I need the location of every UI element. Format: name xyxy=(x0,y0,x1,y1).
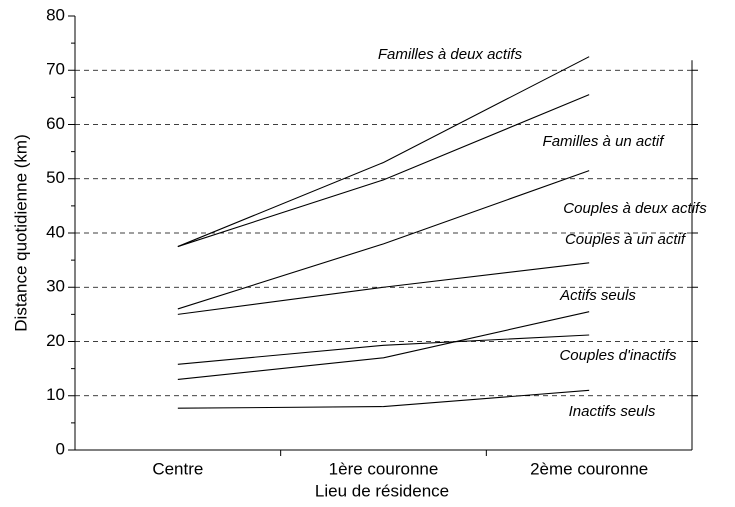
y-tick-label: 70 xyxy=(46,60,65,79)
y-tick-label: 10 xyxy=(46,385,65,404)
series-line xyxy=(177,56,590,248)
x-axis-label: Lieu de résidence xyxy=(315,481,449,500)
y-tick-label: 80 xyxy=(46,5,65,24)
series-label: Familles à un actif xyxy=(543,133,666,150)
series-line xyxy=(177,94,590,248)
x-tick-label: 2ème couronne xyxy=(530,459,648,478)
series-label: Actifs seuls xyxy=(559,287,636,304)
series-label: Couples à un actif xyxy=(565,231,687,248)
series-line xyxy=(177,311,590,381)
series-line xyxy=(177,262,590,315)
series-line xyxy=(177,389,590,409)
x-tick-label: Centre xyxy=(152,459,203,478)
y-tick-label: 0 xyxy=(56,439,65,458)
series-label: Couples d'inactifs xyxy=(559,347,677,364)
y-tick-label: 30 xyxy=(46,277,65,296)
y-axis-label: Distance quotidienne (km) xyxy=(11,134,30,331)
series-label: Inactifs seuls xyxy=(569,403,656,420)
y-tick-label: 50 xyxy=(46,168,65,187)
y-tick-label: 40 xyxy=(46,222,65,241)
y-tick-label: 60 xyxy=(46,114,65,133)
y-tick-label: 20 xyxy=(46,331,65,350)
series-label: Couples à deux actifs xyxy=(563,200,707,217)
series-line xyxy=(177,334,590,365)
series-line xyxy=(177,170,590,310)
x-tick-label: 1ère couronne xyxy=(329,459,439,478)
series-label: Familles à deux actifs xyxy=(378,46,523,63)
